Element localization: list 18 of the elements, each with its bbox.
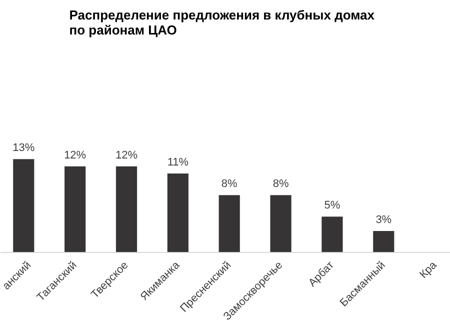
bar	[218, 195, 240, 252]
data-label: 12%	[64, 149, 86, 162]
data-label: 13%	[12, 142, 35, 154]
bar	[116, 166, 138, 252]
data-label: 8%	[221, 178, 238, 190]
bar	[64, 166, 86, 252]
data-label: 11%	[167, 156, 189, 169]
bar	[270, 195, 292, 252]
bar	[373, 230, 394, 252]
bar	[13, 159, 34, 252]
data-label: 12%	[115, 149, 138, 162]
data-label: 3%	[376, 214, 392, 226]
data-label: 8%	[272, 178, 289, 190]
bar	[167, 174, 188, 252]
bar	[322, 216, 343, 252]
chart-title: Распределение предложения в клубных домах по районам ЦАО	[69, 8, 376, 38]
data-label: 5%	[324, 200, 340, 212]
x-tick-label: Кра	[418, 258, 440, 281]
